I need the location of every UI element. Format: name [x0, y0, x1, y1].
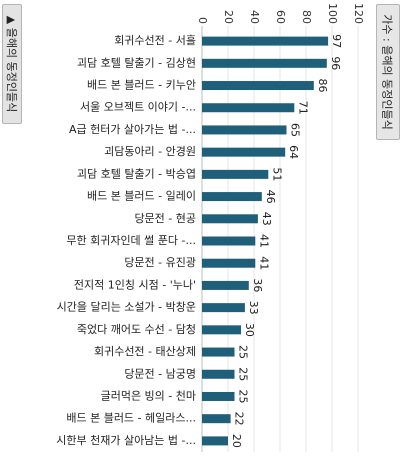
x-tick-label: 80 — [300, 10, 313, 24]
bar-value-label: 25 — [237, 367, 250, 381]
bar-value-label: 64 — [287, 145, 300, 159]
bar-value-label: 20 — [230, 434, 243, 448]
bar — [202, 369, 235, 379]
category-label: 당문전 - 남궁명 — [124, 367, 196, 380]
bar-value-label: 97 — [330, 34, 343, 48]
bar-value-label: 25 — [237, 345, 250, 359]
category-label: 괴담 호텔 탈출기 - 박승엽 — [77, 167, 196, 180]
category-label: 괴담동아리 - 안경원 — [104, 145, 196, 158]
category-label: 글러먹은 빙의 - 천마 — [101, 388, 196, 402]
bar — [202, 391, 235, 401]
bar-value-label: 46 — [264, 190, 277, 204]
category-label: 회귀수선전 - 서흘 — [114, 34, 196, 47]
x-tick-label: 100 — [326, 3, 339, 24]
bar — [202, 236, 256, 246]
bar — [202, 192, 262, 202]
bar — [202, 214, 258, 224]
category-label: 배드 본 블러드 - 헤일라스... — [66, 411, 196, 425]
category-label: A급 헌터가 살아가는 법 -... — [69, 123, 196, 136]
x-tick-label: 120 — [352, 3, 365, 24]
bar — [202, 436, 228, 446]
bar — [202, 147, 286, 157]
category-label: 회귀수선전 - 태산상제 — [94, 345, 196, 358]
category-label: 배드 본 블러드 - 키누안 — [87, 79, 196, 92]
x-tick-label: 20 — [222, 10, 235, 24]
bar-value-label: 86 — [316, 79, 329, 93]
bar — [202, 36, 329, 46]
bar-value-label: 30 — [243, 323, 256, 337]
category-label: 죽었다 깨어도 수선 - 담청 — [77, 323, 196, 336]
bar-value-label: 43 — [260, 212, 273, 226]
bar-value-label: 36 — [251, 278, 264, 292]
category-label: 시간을 달리는 소설가 - 박창운 — [57, 301, 196, 314]
category-label: 괴담 호텔 탈출기 - 김상현 — [77, 56, 196, 69]
category-label: 당문전 - 현공 — [134, 212, 196, 225]
category-label: 시한부 천재가 살아남는 법 -... — [56, 433, 196, 447]
x-tick-label: 0 — [196, 17, 209, 24]
category-label: 당문전 - 유진광 — [124, 256, 196, 269]
bar-value-label: 65 — [289, 123, 302, 137]
axis-title-tab[interactable]: ▲ 을해의 동정인들식 — [2, 4, 22, 124]
bar — [202, 347, 235, 357]
bar — [202, 103, 295, 113]
bar-value-label: 25 — [237, 389, 250, 403]
bar-value-label: 71 — [296, 101, 309, 115]
bar-value-label: 22 — [233, 412, 246, 426]
bar-value-label: 33 — [247, 301, 260, 315]
bar — [202, 280, 249, 290]
category-label: 전지적 1인칭 시점 - '누나' — [74, 278, 196, 291]
bar — [202, 125, 287, 135]
bar-value-label: 41 — [257, 256, 270, 270]
x-tick-label: 60 — [274, 10, 287, 24]
bar-value-label: 51 — [270, 167, 283, 181]
bar — [202, 81, 314, 91]
bar — [202, 414, 231, 424]
bar — [202, 303, 245, 313]
x-tick-label: 40 — [248, 10, 261, 24]
bar-value-label: 41 — [257, 234, 270, 248]
legend-tab[interactable]: 가수 : 을해의 동정인들식 — [376, 4, 400, 140]
bar-value-label: 96 — [329, 56, 342, 70]
category-label: 서울 오브젝트 이야기 -... — [80, 101, 196, 114]
legend-label: 가수 : 을해의 동정인들식 — [381, 14, 394, 130]
bar — [202, 169, 269, 179]
bar — [202, 325, 241, 335]
bar — [202, 58, 327, 68]
category-label: 무한 회귀자인데 썰 푼다 -... — [66, 234, 196, 247]
category-label: 배드 본 블러드 - 일레이 — [87, 189, 196, 203]
bar — [202, 258, 256, 268]
